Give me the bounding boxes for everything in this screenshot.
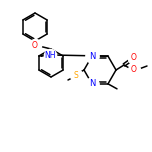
Text: O: O [32,40,38,50]
Text: N: N [89,79,95,88]
Text: O: O [131,54,137,62]
Text: N: N [89,52,95,61]
Text: NH: NH [44,50,56,59]
Text: S: S [74,71,78,79]
Text: O: O [131,66,137,74]
